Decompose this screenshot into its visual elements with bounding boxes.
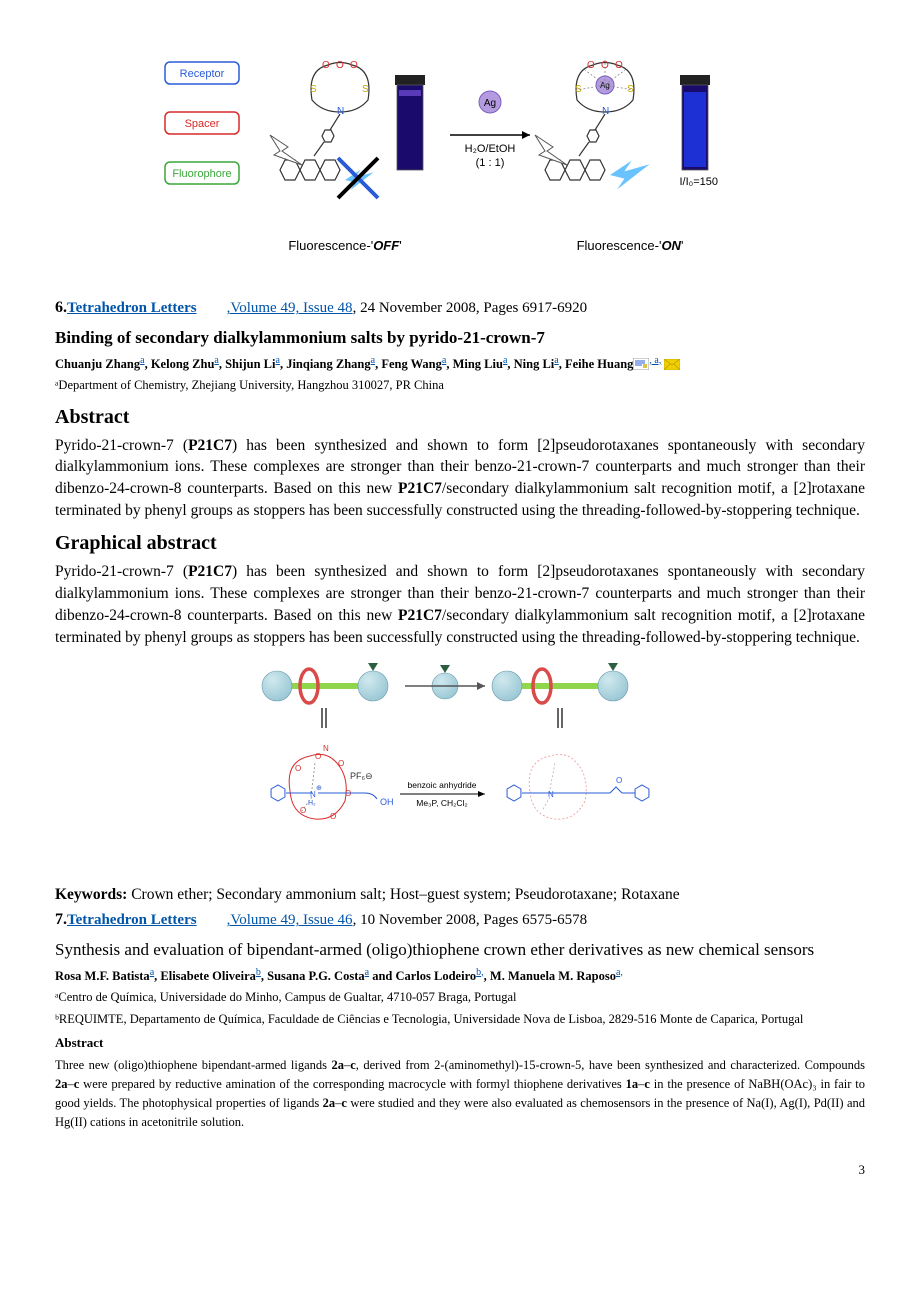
entry-6-ga-body: Pyrido-21-crown-7 (P21C7) has been synth…	[55, 561, 865, 648]
svg-text:O: O	[322, 60, 330, 71]
entry-6-journal[interactable]: Tetrahedron Letters	[67, 300, 197, 316]
keywords-text: Crown ether; Secondary ammonium salt; Ho…	[127, 886, 679, 903]
svg-text:O: O	[615, 60, 623, 71]
author-affil-link[interactable]: a	[554, 355, 558, 366]
author-name: Ming Liu	[453, 357, 503, 371]
author-affil-link[interactable]: a	[150, 967, 154, 978]
svg-text:Receptor: Receptor	[180, 68, 225, 80]
figure-2: OOOOOONNH₂⊕OHPF₆⊖benzoic anhydrideMe₃P, …	[55, 656, 865, 873]
svg-text:OH: OH	[380, 797, 394, 807]
entry-7-affiliation-b: ᵇREQUIMTE, Departamento de Química, Facu…	[55, 1011, 865, 1029]
svg-text:N: N	[548, 790, 554, 799]
svg-text:Fluorophore: Fluorophore	[172, 168, 231, 180]
svg-text:PF₆⊖: PF₆⊖	[350, 771, 373, 781]
entry-6-abstract-heading: Abstract	[55, 403, 865, 431]
svg-text:O: O	[616, 776, 622, 785]
author-name: Kelong Zhu	[151, 357, 215, 371]
svg-text:H₂O/EtOH: H₂O/EtOH	[465, 143, 516, 155]
figure-1-svg: ReceptorSpacerFluorophoreOOOSSNFluoresce…	[160, 40, 760, 280]
svg-text:S: S	[310, 84, 317, 95]
entry-7-abstract-heading: Abstract	[55, 1034, 865, 1052]
entry-7-affiliation-a: ᵃCentro de Química, Universidade do Minh…	[55, 989, 865, 1007]
corresponding-icon[interactable]	[633, 357, 649, 371]
entry-7: 7.Tetrahedron Letters ,Volume 49, Issue 4…	[55, 909, 865, 1131]
author-name: M. Manuela M. Raposo	[490, 969, 616, 983]
entry-7-abstract-body: Three new (oligo)thiophene bipendant-arm…	[55, 1056, 865, 1131]
figure-2-svg: OOOOOONNH₂⊕OHPF₆⊖benzoic anhydrideMe₃P, …	[240, 656, 680, 866]
figure-1: ReceptorSpacerFluorophoreOOOSSNFluoresce…	[55, 40, 865, 287]
email-icon[interactable]	[664, 357, 680, 371]
entry-7-authors: Rosa M.F. Batista a, Elisabete Oliveira b,…	[55, 966, 865, 986]
svg-text:I/I₀=150: I/I₀=150	[679, 176, 718, 188]
svg-text:benzoic anhydride: benzoic anhydride	[408, 780, 477, 790]
svg-text:O: O	[587, 60, 595, 71]
svg-text:O: O	[300, 806, 306, 815]
author-affil-link[interactable]: a	[442, 355, 446, 366]
entry-6-abstract-body: Pyrido-21-crown-7 (P21C7) has been synth…	[55, 435, 865, 522]
entry-6-ga-heading: Graphical abstract	[55, 529, 865, 557]
author-affil-link[interactable]: a	[140, 355, 144, 366]
entry-7-citation-rest: , 10 November 2008, Pages 6575-6578	[353, 912, 588, 928]
author-affil-link[interactable]: b,	[476, 967, 484, 978]
svg-text:Spacer: Spacer	[185, 118, 220, 130]
svg-text:Me₃P, CH₂Cl₂: Me₃P, CH₂Cl₂	[416, 798, 467, 808]
svg-text:O: O	[330, 812, 336, 821]
svg-text:O: O	[336, 60, 344, 71]
svg-text:O: O	[601, 60, 609, 71]
svg-text:N: N	[337, 106, 344, 117]
entry-6-affiliation: ᵃDepartment of Chemistry, Zhejiang Unive…	[55, 377, 865, 395]
page-number: 3	[55, 1161, 865, 1179]
entry-6-title: Binding of secondary dialkylammonium sal…	[55, 326, 865, 350]
author-affil-link[interactable]: a,	[616, 967, 623, 978]
author-affil-link[interactable]: a	[275, 355, 279, 366]
entry-7-number: 7.	[55, 911, 67, 928]
keywords-label: Keywords:	[55, 886, 127, 903]
author-name: Jinqiang Zhang	[286, 357, 370, 371]
author-name: Shijun Li	[225, 357, 275, 371]
svg-text:Fluorescence-'ON': Fluorescence-'ON'	[577, 238, 684, 253]
svg-text:S: S	[362, 84, 369, 95]
author-affil-link[interactable]: b	[256, 967, 261, 978]
svg-text:Ag: Ag	[484, 98, 496, 109]
svg-text:O: O	[338, 759, 344, 768]
author-affil-link[interactable]: a	[371, 355, 375, 366]
svg-text:N: N	[323, 744, 329, 753]
entry-6: 6.Tetrahedron Letters ,Volume 49, Issue 4…	[55, 297, 865, 648]
svg-text:O: O	[295, 764, 301, 773]
entry-6-authors: Chuanju Zhanga, Kelong Zhua, Shijun Lia,…	[55, 354, 865, 374]
svg-text:O: O	[350, 60, 358, 71]
svg-text:Fluorescence-'OFF': Fluorescence-'OFF'	[288, 238, 401, 253]
svg-text:⊕: ⊕	[316, 785, 322, 792]
author-name: Feng Wang	[381, 357, 442, 371]
author-name: Ning Li	[514, 357, 555, 371]
entry-7-journal[interactable]: Tetrahedron Letters	[67, 912, 197, 928]
svg-text:O: O	[315, 752, 321, 761]
author-name: Chuanju Zhang	[55, 357, 140, 371]
author-affil-link[interactable]: a	[214, 355, 218, 366]
entry-6-number: 6.	[55, 299, 67, 316]
author-name: Rosa M.F. Batista	[55, 969, 150, 983]
author-affil-link[interactable]: a	[365, 967, 369, 978]
author-name: Elisabete Oliveira	[160, 969, 255, 983]
entry-7-title: Synthesis and evaluation of bipendant-ar…	[55, 938, 865, 962]
svg-text:N: N	[602, 106, 609, 117]
entry-7-issue[interactable]: ,Volume 49, Issue 46	[227, 912, 353, 928]
author-affil-link[interactable]: , a,	[649, 355, 661, 366]
author-name: Susana P.G. Costa	[267, 969, 365, 983]
author-affil-link[interactable]: a	[503, 355, 507, 366]
entry-6-citation-rest: , 24 November 2008, Pages 6917-6920	[353, 300, 588, 316]
entry-6-issue[interactable]: ,Volume 49, Issue 48	[227, 300, 353, 316]
entry-6-keywords: Keywords: Crown ether; Secondary ammoniu…	[55, 884, 865, 906]
author-name: Carlos Lodeiro	[395, 969, 476, 983]
svg-text:(1 : 1): (1 : 1)	[476, 157, 505, 169]
author-name: Feihe Huang	[565, 357, 633, 371]
